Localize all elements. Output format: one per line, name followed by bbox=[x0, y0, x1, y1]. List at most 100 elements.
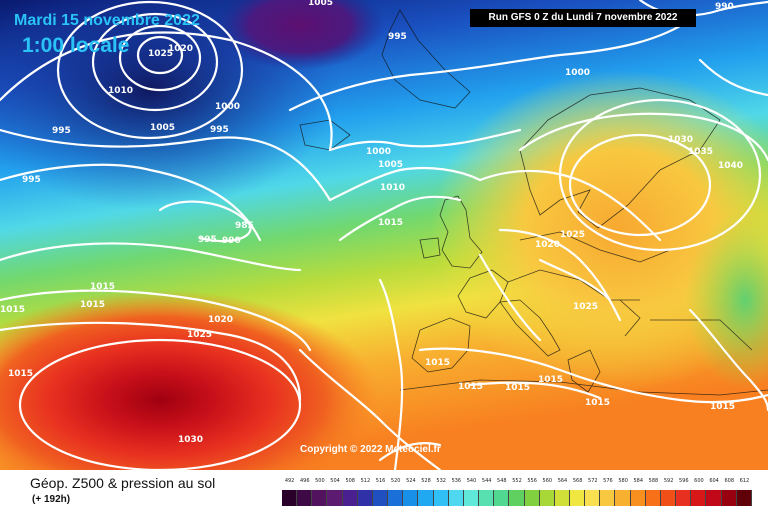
isobar-label: 1010 bbox=[108, 86, 133, 96]
color-scale-value: 516 bbox=[375, 478, 386, 484]
model-run-label: Run GFS 0 Z du Lundi 7 novembre 2022 bbox=[470, 9, 696, 27]
isobar-label: 1005 bbox=[308, 0, 333, 8]
color-scale-value: 492 bbox=[284, 478, 295, 484]
isobar-label: 1040 bbox=[718, 161, 743, 171]
isobar-label: 990 bbox=[222, 236, 241, 246]
color-scale-value: 552 bbox=[512, 478, 522, 484]
color-scale-swatch bbox=[357, 490, 373, 506]
isobar-label: 1015 bbox=[585, 398, 610, 408]
color-scale-value: 588 bbox=[648, 478, 659, 484]
isobar-label: 1015 bbox=[710, 402, 735, 412]
isobar-label: 1015 bbox=[538, 375, 563, 385]
isobar-label: 1015 bbox=[8, 369, 33, 379]
legend-title: Géop. Z500 & pression au sol bbox=[30, 475, 216, 491]
isobar-label: 995 bbox=[52, 126, 71, 136]
geopotential-trough-east bbox=[685, 210, 768, 390]
copyright-notice: Copyright © 2022 Meteociel.fr bbox=[300, 444, 441, 455]
color-scale-value: 584 bbox=[633, 478, 644, 484]
color-scale-swatch bbox=[660, 490, 677, 506]
color-scale-swatch bbox=[327, 490, 343, 506]
color-scale-value: 560 bbox=[542, 478, 553, 484]
color-scale-swatches bbox=[282, 490, 752, 506]
geopotential-high-azores bbox=[0, 290, 380, 470]
isobar-label: 995 bbox=[198, 235, 217, 245]
color-scale-value: 596 bbox=[678, 478, 689, 484]
color-scale-labels: 492 496 500 504 508 512 516 520 524 528 532 536 540 5… bbox=[282, 478, 752, 490]
color-scale-value: 500 bbox=[315, 478, 325, 484]
color-scale-value: 504 bbox=[330, 478, 340, 484]
color-scale-swatch bbox=[585, 490, 601, 506]
isobar-label: 1025 bbox=[148, 49, 173, 59]
color-scale-swatch bbox=[312, 490, 328, 506]
color-scale-swatch bbox=[494, 490, 510, 506]
color-scale-swatch bbox=[736, 490, 752, 506]
forecast-local-time: 1:00 locale bbox=[22, 34, 130, 57]
color-scale-swatch bbox=[554, 490, 570, 506]
forecast-lead-time: (+ 192h) bbox=[32, 494, 71, 505]
isobar-label: 995 bbox=[22, 175, 41, 185]
isobar-label: 1000 bbox=[366, 147, 391, 157]
isobar-label: 1015 bbox=[425, 358, 450, 368]
color-scale-value: 576 bbox=[603, 478, 613, 484]
isobar-label: 1025 bbox=[573, 302, 598, 312]
color-scale: 492 496 500 504 508 512 516 520 524 528 532 536 540 5… bbox=[282, 478, 752, 508]
color-scale-value: 520 bbox=[390, 478, 401, 484]
color-scale-swatch bbox=[676, 490, 692, 506]
color-scale-value: 592 bbox=[663, 478, 674, 484]
isobar-label: 1005 bbox=[150, 123, 175, 133]
isobar-label: 990 bbox=[715, 2, 734, 12]
geopotential-low-greenland bbox=[215, 0, 385, 70]
color-scale-value: 528 bbox=[421, 478, 431, 484]
color-scale-swatch bbox=[706, 490, 722, 506]
color-scale-swatch bbox=[433, 490, 449, 506]
isobar-label: 1015 bbox=[378, 218, 403, 228]
color-scale-swatch bbox=[524, 490, 540, 506]
color-scale-value: 524 bbox=[406, 478, 416, 484]
color-scale-swatch bbox=[418, 490, 434, 506]
isobar-label: 995 bbox=[210, 125, 229, 135]
color-scale-swatch bbox=[282, 490, 298, 506]
color-scale-swatch bbox=[448, 490, 464, 506]
color-scale-value: 564 bbox=[557, 478, 568, 484]
color-scale-value: 600 bbox=[694, 478, 704, 484]
color-scale-swatch bbox=[479, 490, 495, 506]
isobar-label: 1015 bbox=[0, 305, 25, 315]
color-scale-value: 540 bbox=[466, 478, 477, 484]
color-scale-value: 508 bbox=[345, 478, 355, 484]
isobar-labels: 1005 995 1025 1020 1010 1000 1005 995 99… bbox=[0, 0, 743, 445]
isobar-label: 1035 bbox=[688, 147, 713, 157]
color-scale-swatch bbox=[645, 490, 661, 506]
color-scale-value: 496 bbox=[299, 478, 310, 484]
color-scale-value: 604 bbox=[709, 478, 719, 484]
color-scale-swatch bbox=[388, 490, 404, 506]
coastlines bbox=[299, 9, 768, 396]
color-scale-value: 536 bbox=[451, 478, 462, 484]
isobar-label: 1005 bbox=[378, 160, 403, 170]
isobar-label: 1025 bbox=[560, 230, 585, 240]
color-scale-value: 512 bbox=[360, 478, 371, 484]
color-scale-value: 556 bbox=[527, 478, 537, 484]
isobar-label: 1015 bbox=[90, 282, 115, 292]
color-scale-value: 612 bbox=[739, 478, 750, 484]
color-scale-swatch bbox=[691, 490, 707, 506]
isobar-label: 1010 bbox=[380, 183, 405, 193]
isobar-label: 1015 bbox=[458, 382, 483, 392]
isobar-label: 1015 bbox=[80, 300, 105, 310]
color-scale-swatch bbox=[630, 490, 646, 506]
color-scale-value: 544 bbox=[481, 478, 492, 484]
isobar-contours bbox=[0, 0, 768, 470]
isobar-label: 1020 bbox=[535, 240, 560, 250]
color-scale-swatch bbox=[569, 490, 586, 506]
forecast-date: Mardi 15 novembre 2022 bbox=[14, 12, 200, 29]
isobar-label: 1020 bbox=[168, 44, 193, 54]
isobar-label: 1000 bbox=[565, 68, 590, 78]
color-scale-swatch bbox=[463, 490, 480, 506]
isobar-label: 1030 bbox=[178, 435, 203, 445]
isobar-label: 1025 bbox=[187, 330, 212, 340]
z500-pressure-map: 1005 995 1025 1020 1010 1000 1005 995 99… bbox=[0, 0, 768, 470]
legend-bar: Géop. Z500 & pression au sol (+ 192h) 49… bbox=[0, 470, 768, 512]
isobar-label: 1030 bbox=[668, 135, 693, 145]
color-scale-swatch bbox=[721, 490, 737, 506]
color-scale-swatch bbox=[372, 490, 389, 506]
